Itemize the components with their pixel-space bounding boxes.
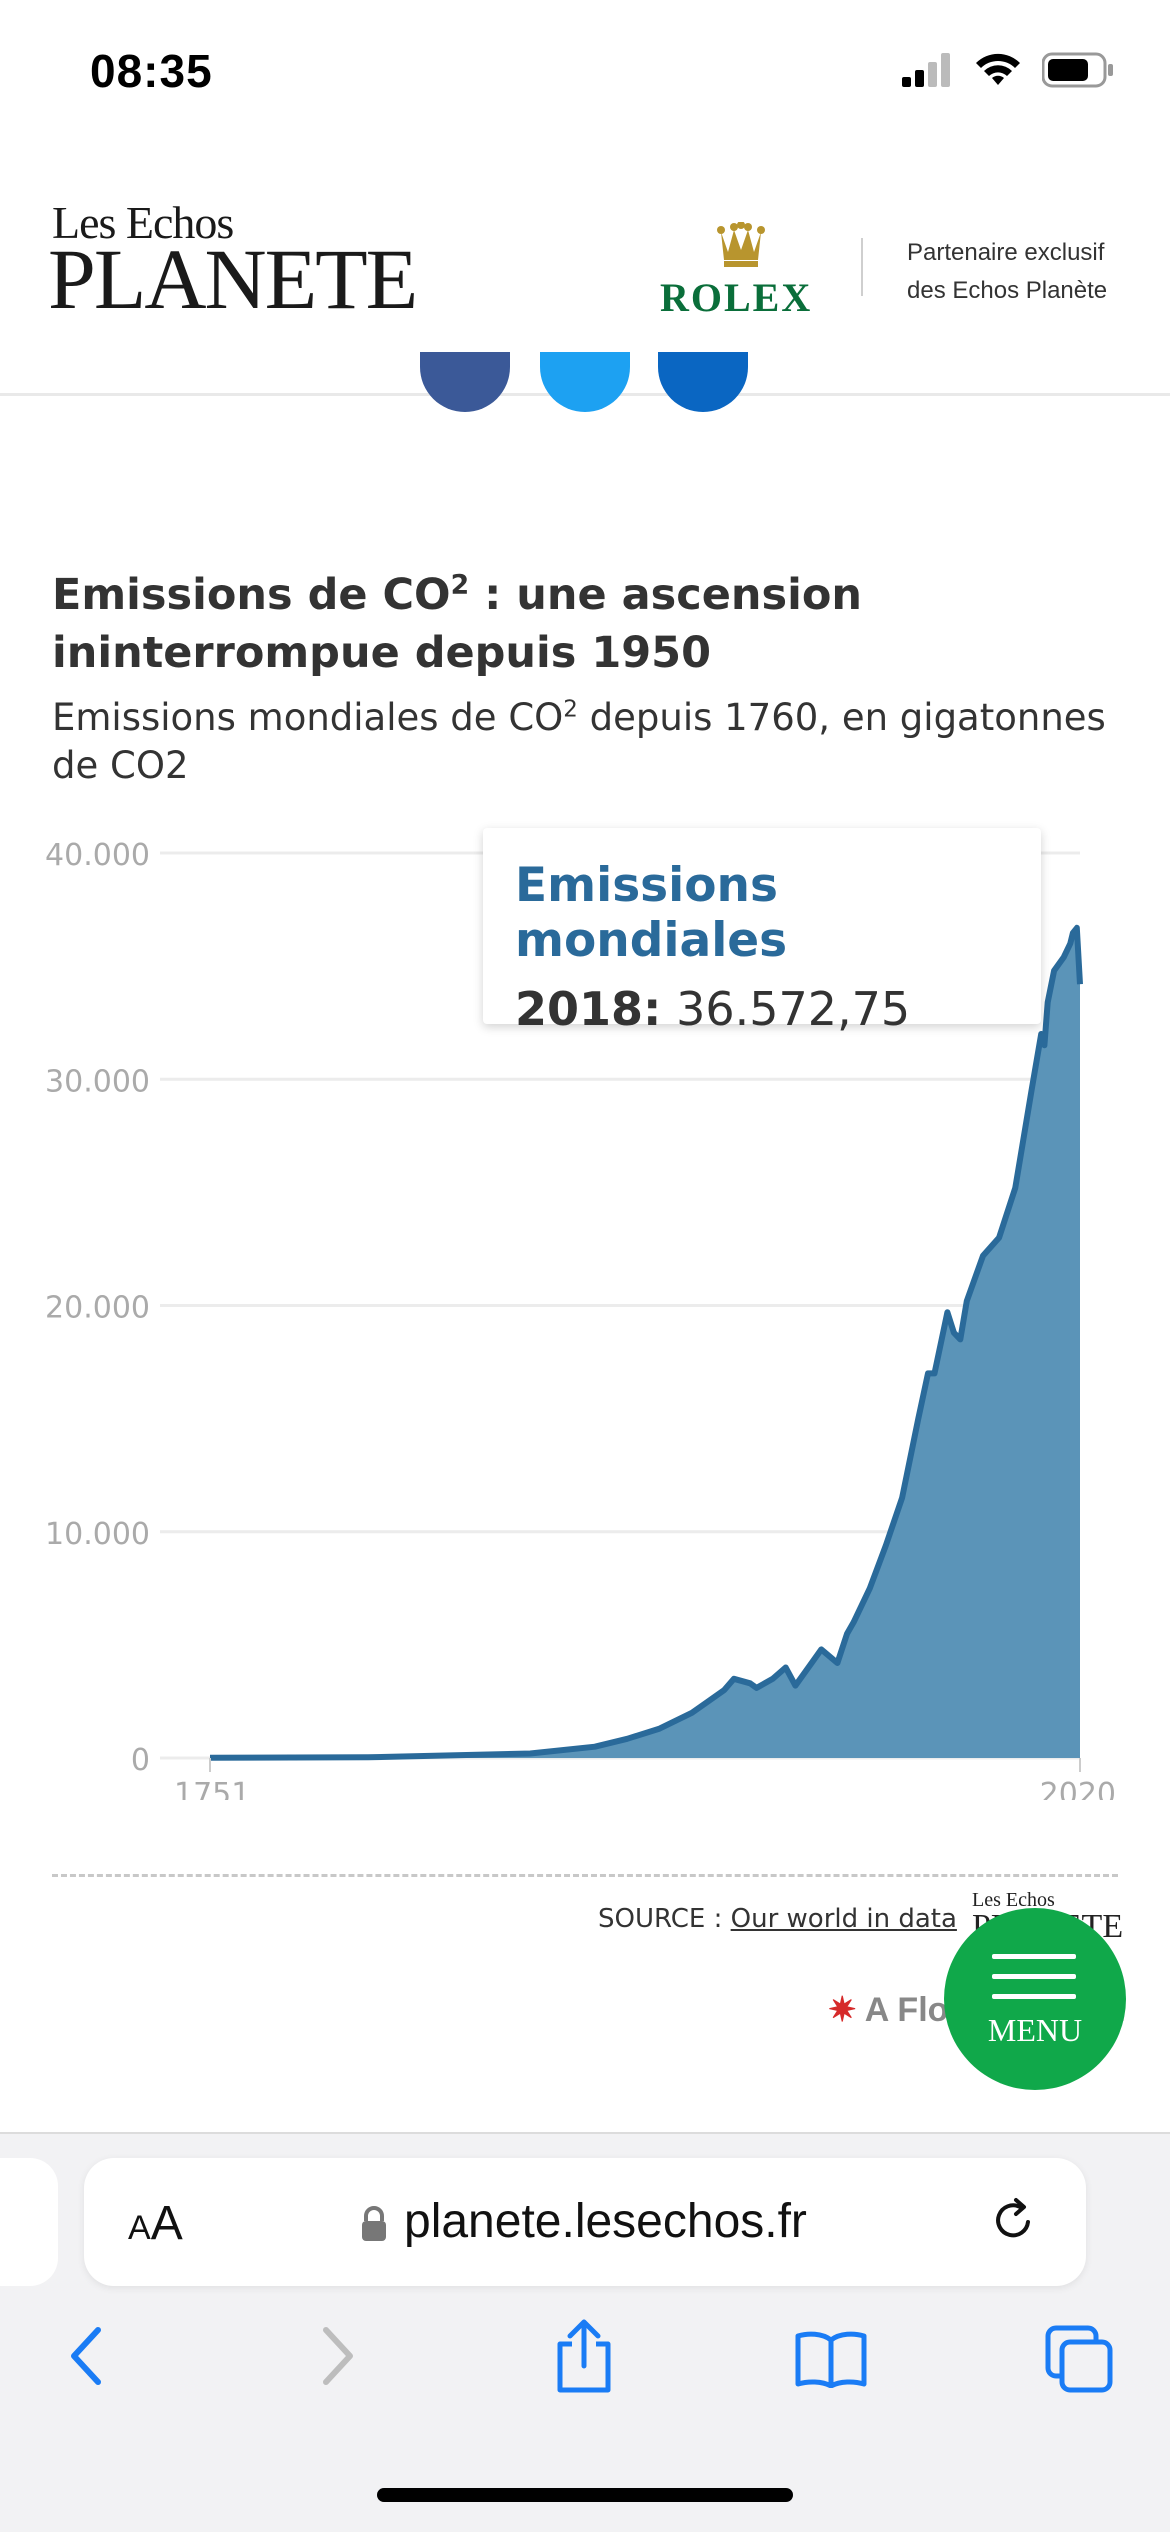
x-tick-label: 1751 [174, 1777, 250, 1800]
chart-footer-divider [52, 1874, 1118, 1877]
site-logo-top[interactable]: Les Echos [52, 197, 234, 248]
back-icon[interactable] [66, 2326, 106, 2386]
chart-title-sup: 2 [450, 569, 470, 601]
rolex-crown-icon [717, 222, 765, 267]
partner-line-1: Partenaire exclusif [907, 239, 1105, 266]
tabs-icon[interactable] [1044, 2324, 1114, 2394]
home-indicator [377, 2488, 793, 2502]
wifi-icon [976, 53, 1020, 85]
menu-icon [992, 1954, 1076, 2014]
status-icons [902, 52, 1114, 88]
y-tick-label: 20.000 [45, 1291, 150, 1326]
source-credit: SOURCE : Our world in data [598, 1904, 957, 1934]
emissions-area-chart[interactable]: 0 10.000 20.000 30.000 40.000 1751 2020 [0, 800, 1170, 1800]
chart-subtitle-text-2: depuis 1760, en gigatonnes de CO2 [52, 696, 1106, 787]
source-link[interactable]: Our world in data [730, 1904, 957, 1934]
signal-icon [902, 53, 950, 87]
chart-tooltip: Emissions mondiales 2018: 36.572,75 [483, 828, 1041, 1036]
chart-subtitle-sup: 2 [563, 696, 578, 723]
chart-title: Emissions de CO2 : une ascension ininter… [52, 566, 1122, 682]
tooltip-series: Emissions mondiales [515, 858, 788, 968]
aa-small: A [128, 2209, 151, 2247]
menu-button[interactable]: MENU [944, 1908, 1126, 2090]
rolex-logo[interactable]: ROLEX [660, 275, 813, 320]
flourish-icon: ✷ [828, 1991, 857, 2029]
y-tick-label: 30.000 [45, 1064, 150, 1099]
site-logo[interactable]: PLANETE [48, 231, 418, 327]
y-tick-label: 10.000 [45, 1517, 150, 1552]
previous-tab-preview[interactable] [0, 2158, 58, 2286]
reader-options-button[interactable]: AA [128, 2196, 183, 2251]
partner-line-2: des Echos Planète [907, 277, 1108, 304]
x-tick-label: 2020 [1040, 1777, 1116, 1800]
source-label: SOURCE : [598, 1904, 731, 1934]
menu-label: MENU [987, 2012, 1083, 2048]
chart-title-text: Emissions de CO [52, 570, 451, 620]
lock-icon [362, 2206, 386, 2241]
tooltip-value: 36.572,75 [676, 982, 911, 1036]
forward-icon[interactable] [318, 2326, 358, 2386]
status-time: 08:35 [90, 45, 213, 97]
aa-large: A [150, 2197, 183, 2250]
tooltip-value-row: 2018: 36.572,75 [515, 982, 1009, 1036]
footer-logo-top: Les Echos [972, 1889, 1055, 1911]
header-divider [861, 238, 863, 296]
emissions-line [209, 924, 1083, 1761]
partner-text: Partenaire exclusif des Echos Planète [907, 234, 1107, 310]
y-tick-label: 0 [131, 1743, 150, 1778]
y-tick-label: 40.000 [45, 838, 150, 873]
tooltip-year: 2018: [515, 982, 662, 1036]
emissions-area [210, 927, 1080, 1758]
tooltip-pointer [1051, 890, 1078, 955]
reload-icon[interactable] [990, 2196, 1038, 2244]
twitter-share-button[interactable] [540, 352, 630, 412]
address-bar[interactable] [84, 2158, 1086, 2286]
chart-subtitle-text: Emissions mondiales de CO [52, 696, 564, 739]
facebook-share-button[interactable] [420, 352, 510, 412]
chart-subtitle: Emissions mondiales de CO2 depuis 1760, … [52, 694, 1122, 790]
bookmarks-icon[interactable] [794, 2330, 868, 2388]
chart-title-text-2: : une ascension ininterrompue depuis 195… [52, 570, 863, 678]
linkedin-share-button[interactable] [658, 352, 748, 412]
share-icon[interactable] [552, 2318, 616, 2394]
battery-icon [1042, 52, 1113, 88]
url-text[interactable]: planete.lesechos.fr [404, 2195, 807, 2248]
